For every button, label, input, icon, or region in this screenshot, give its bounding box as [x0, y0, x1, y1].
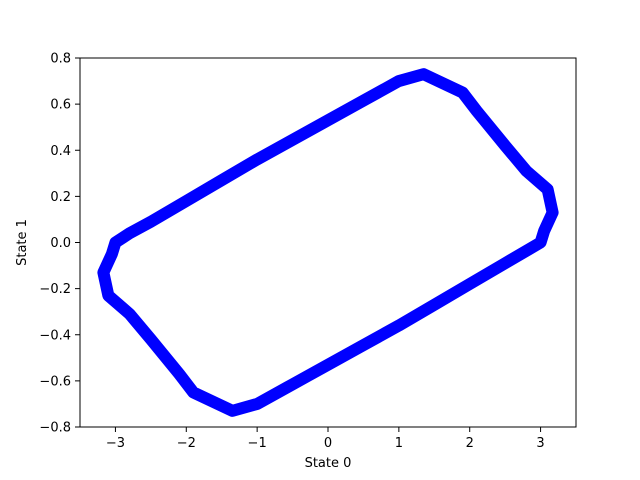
x-tick-label: −2: [177, 436, 196, 451]
x-axis: −3 −2 −1 0 1 2 3: [106, 427, 545, 451]
x-tick-label: 0: [324, 436, 332, 451]
y-tick-label: 0.4: [50, 144, 71, 159]
y-axis-label: State 1: [15, 219, 30, 266]
y-tick-label: 0.8: [50, 52, 71, 67]
x-tick-label: 1: [395, 436, 403, 451]
y-tick-label: −0.4: [39, 328, 71, 343]
x-tick-label: 2: [466, 436, 474, 451]
series-layer: [97, 68, 559, 417]
plot-frame: [79, 57, 577, 428]
y-tick-label: 0.2: [50, 190, 71, 205]
y-tick-label: 0.0: [50, 236, 71, 251]
x-tick-label: −3: [106, 436, 125, 451]
x-tick-label: −1: [248, 436, 267, 451]
x-tick-label: 3: [536, 436, 544, 451]
series-line-0: [97, 68, 559, 417]
y-tick-label: −0.2: [39, 282, 71, 297]
y-axis: −0.8 −0.6 −0.4 −0.2 0.0 0.2 0.4 0.6 0.8: [39, 52, 80, 436]
y-tick-label: 0.6: [50, 98, 71, 113]
x-axis-label: State 0: [305, 456, 352, 471]
y-tick-label: −0.6: [39, 374, 71, 389]
y-tick-label: −0.8: [39, 421, 71, 436]
